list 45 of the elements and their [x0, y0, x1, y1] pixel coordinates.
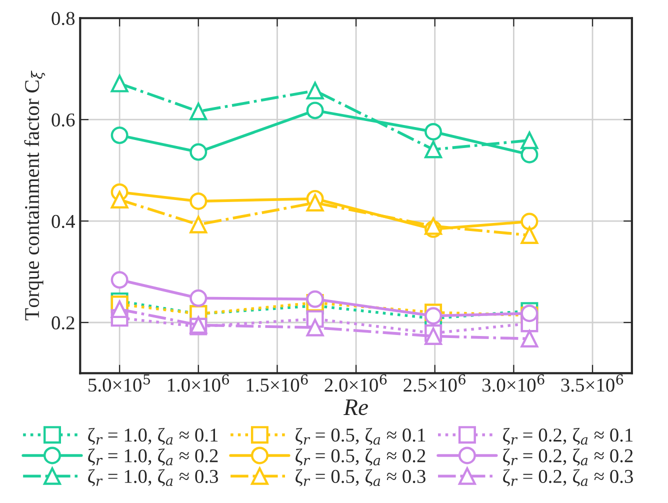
point — [306, 102, 324, 120]
point — [190, 102, 208, 120]
y-tick-label: 0.2 — [52, 316, 74, 330]
point — [110, 300, 128, 318]
point — [424, 217, 442, 235]
legend-label: ζ$_{r}$ = 0.5, ζ$_{a}$ ≈ 0.3 — [296, 469, 426, 486]
point — [306, 82, 324, 100]
point — [520, 132, 538, 150]
point — [424, 122, 442, 140]
legend-label: ζ$_{r}$ = 1.0, ζ$_{a}$ ≈ 0.1 — [88, 428, 218, 445]
point — [306, 290, 324, 308]
point — [190, 143, 208, 161]
x-tick-label: 2.5×10$^{6}$ — [404, 374, 466, 392]
point — [190, 289, 208, 307]
y-tick-label: 0.6 — [52, 113, 75, 127]
point — [424, 140, 442, 158]
legend-label: ζ$_{r}$ = 0.5, ζ$_{a}$ ≈ 0.2 — [296, 448, 426, 466]
point — [520, 330, 538, 348]
legend-label: ζ$_{r}$ = 1.0, ζ$_{a}$ ≈ 0.2 — [88, 448, 218, 466]
legend-label: ζ$_{r}$ = 0.2, ζ$_{a}$ ≈ 0.1 — [503, 428, 633, 445]
x-tick-label: 3.0×10$^{6}$ — [482, 374, 544, 392]
x-tick-label: 1.5×10$^{6}$ — [246, 374, 308, 392]
y-tick-label: 0.8 — [52, 12, 75, 26]
legend-label: ζ$_{r}$ = 0.2, ζ$_{a}$ ≈ 0.3 — [503, 469, 633, 486]
point — [306, 318, 324, 336]
y-tick-label: 0.4 — [52, 214, 75, 228]
x-tick-label: 3.5×10$^{6}$ — [561, 374, 624, 392]
x-tick-label: 1.0×10$^{6}$ — [168, 374, 230, 392]
point — [520, 212, 538, 230]
legend-label: ζ$_{r}$ = 0.5, ζ$_{a}$ ≈ 0.1 — [296, 428, 426, 445]
point — [190, 216, 208, 234]
point — [110, 271, 128, 289]
point — [190, 192, 208, 210]
point — [110, 126, 128, 144]
y-axis-title: Torque containment factor C$_{ξ}$ — [24, 70, 46, 320]
legend-label: ζ$_{r}$ = 0.2, ζ$_{a}$ ≈ 0.2 — [503, 448, 633, 466]
point — [520, 226, 538, 244]
point — [110, 190, 128, 208]
point — [306, 194, 324, 212]
x-tick-label: 5.0×10$^{5}$ — [88, 374, 150, 392]
x-tick-label: 2.0×10$^{6}$ — [324, 374, 387, 392]
legend-label: ζ$_{r}$ = 1.0, ζ$_{a}$ ≈ 0.3 — [88, 469, 218, 486]
x-axis-title: Re — [343, 399, 368, 416]
point — [110, 74, 128, 92]
point — [424, 327, 442, 345]
